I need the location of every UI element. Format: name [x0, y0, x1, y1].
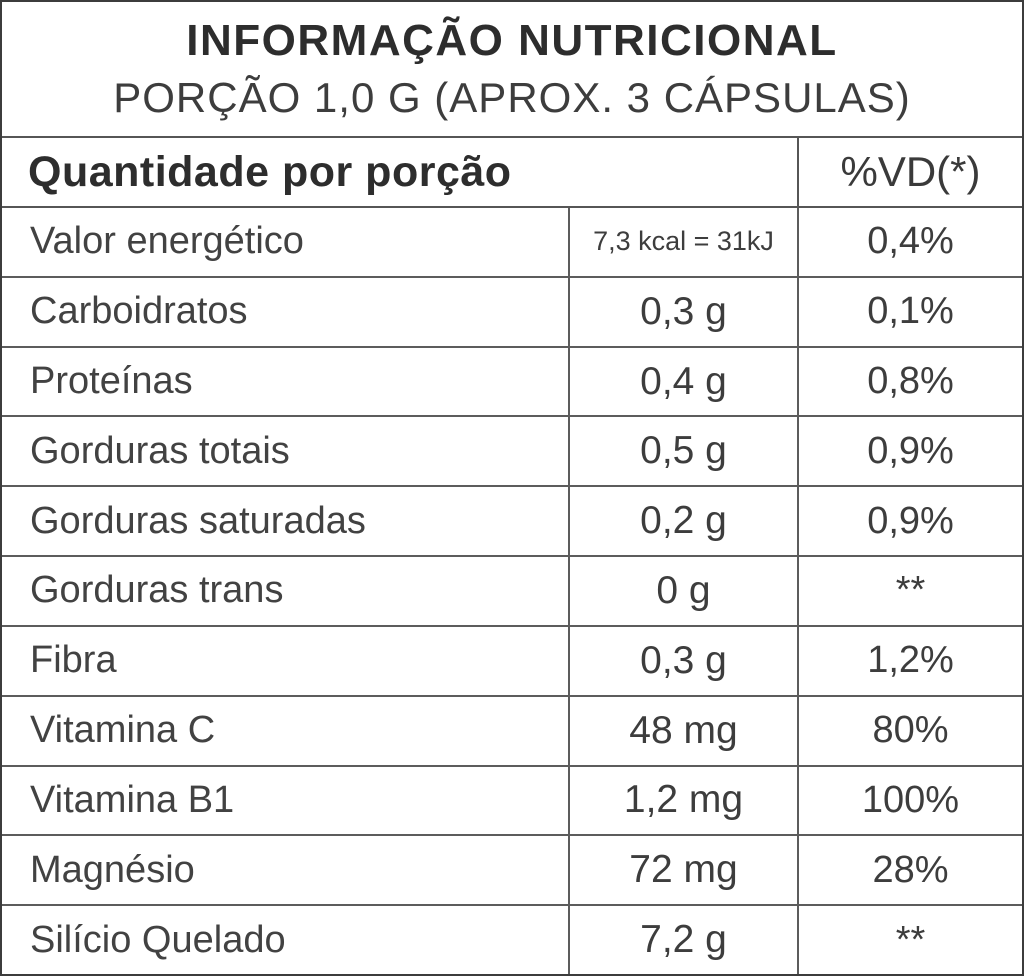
nutrient-daily-value: ** — [797, 906, 1022, 974]
nutrient-daily-value: 80% — [797, 696, 1022, 765]
panel-title: INFORMAÇÃO NUTRICIONAL — [186, 16, 838, 65]
table-row-fibra: Fibra 0,3 g 1,2% — [2, 626, 1022, 697]
nutrient-name: Proteínas — [30, 360, 193, 403]
nutrient-daily-value: 0,4% — [797, 208, 1022, 276]
nutrient-amount: 0 g — [568, 557, 797, 625]
nutrient-name: Gorduras trans — [30, 569, 284, 612]
nutrient-amount: 72 mg — [568, 836, 797, 905]
nutrient-amount: 0,3 g — [568, 626, 797, 695]
nutrient-amount: 48 mg — [568, 696, 797, 765]
table-row-valor-energetico: Valor energético 7,3 kcal = 31kJ 0,4% — [2, 208, 1022, 278]
nutrient-name: Gorduras totais — [30, 429, 290, 472]
nutrient-name: Fibra — [30, 639, 117, 682]
column-header-quantity: Quantidade por porção — [28, 147, 512, 196]
nutrient-name: Carboidratos — [30, 290, 248, 333]
nutrient-name: Silício Quelado — [30, 918, 286, 961]
nutrient-name: Valor energético — [30, 220, 304, 263]
nutrient-daily-value: 0,8% — [797, 347, 1022, 416]
nutrient-daily-value: 0,9% — [797, 487, 1022, 556]
nutrient-rows: Valor energético 7,3 kcal = 31kJ 0,4% Ca… — [2, 208, 1022, 974]
table-row-vitamina-b1: Vitamina B1 1,2 mg 100% — [2, 766, 1022, 837]
nutrient-daily-value: 28% — [797, 836, 1022, 905]
table-row-proteinas: Proteínas 0,4 g 0,8% — [2, 347, 1022, 418]
nutrient-daily-value: 1,2% — [797, 626, 1022, 695]
table-row-carboidratos: Carboidratos 0,3 g 0,1% — [2, 277, 1022, 348]
nutrient-name: Magnésio — [30, 848, 195, 891]
table-row-gorduras-saturadas: Gorduras saturadas 0,2 g 0,9% — [2, 487, 1022, 558]
nutrient-amount: 7,2 g — [568, 906, 797, 974]
table-row-vitamina-c: Vitamina C 48 mg 80% — [2, 696, 1022, 767]
nutrient-name: Gorduras saturadas — [30, 499, 366, 542]
nutrient-name: Vitamina B1 — [30, 778, 235, 821]
nutrient-amount: 1,2 mg — [568, 766, 797, 835]
table-row-gorduras-totais: Gorduras totais 0,5 g 0,9% — [2, 417, 1022, 488]
nutrient-daily-value: 100% — [797, 766, 1022, 835]
table-header-row: Quantidade por porção %VD(*) — [2, 138, 1022, 208]
nutrient-daily-value: ** — [797, 557, 1022, 625]
serving-size-subtitle: PORÇÃO 1,0 G (APROX. 3 CÁPSULAS) — [113, 74, 911, 121]
table-row-silicio-quelado: Silício Quelado 7,2 g ** — [2, 906, 1022, 974]
table-row-magnesio: Magnésio 72 mg 28% — [2, 836, 1022, 907]
nutrient-name: Vitamina C — [30, 709, 216, 752]
nutrient-amount: 0,4 g — [568, 347, 797, 416]
table-row-gorduras-trans: Gorduras trans 0 g ** — [2, 557, 1022, 627]
nutrient-amount: 0,3 g — [568, 277, 797, 346]
nutrient-daily-value: 0,1% — [797, 277, 1022, 346]
nutrient-amount: 0,2 g — [568, 487, 797, 556]
nutrient-daily-value: 0,9% — [797, 417, 1022, 486]
nutrient-amount: 7,3 kcal = 31kJ — [568, 208, 797, 276]
panel-title-block: INFORMAÇÃO NUTRICIONAL PORÇÃO 1,0 G (APR… — [2, 2, 1022, 138]
nutrient-amount: 0,5 g — [568, 417, 797, 486]
column-header-daily-value: %VD(*) — [797, 138, 1022, 206]
